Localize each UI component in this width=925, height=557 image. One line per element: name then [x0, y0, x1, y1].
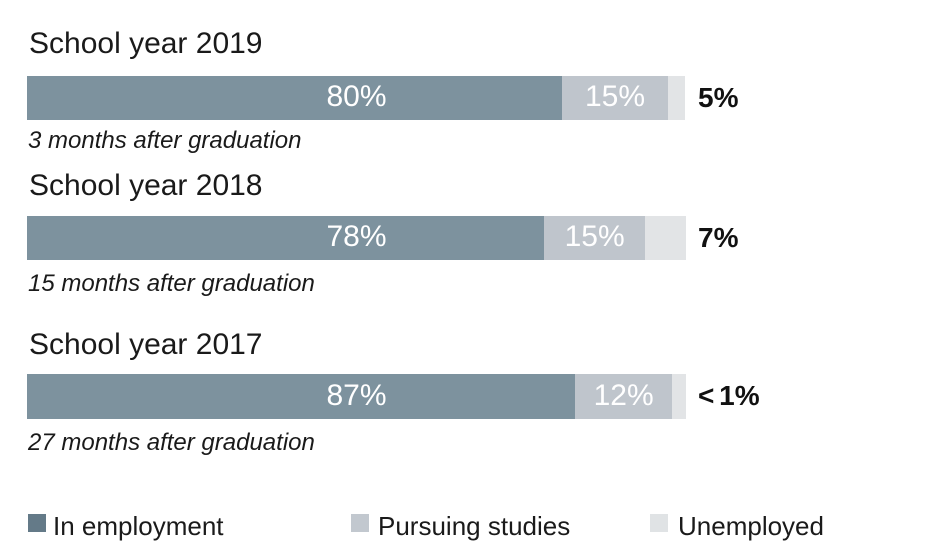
segment-2019-pursuing-studies: 15% — [562, 76, 668, 120]
legend-label-pursuing-studies: Pursuing studies — [378, 511, 571, 541]
value-label-2019-pursuing-studies: 15% — [584, 79, 646, 113]
segment-2019-unemployed — [668, 76, 685, 120]
row-title-2017: School year 2017 — [29, 328, 263, 361]
segment-2018-in-employment — [27, 216, 545, 260]
legend-swatch-pursuing-studies — [351, 514, 369, 532]
segment-2017-in-employment — [27, 374, 576, 419]
value-label-2017-unemployed: < 1% — [698, 380, 760, 411]
legend-label-unemployed: Unemployed — [678, 511, 824, 541]
value-label-2018-pursuing-studies: 15% — [564, 219, 625, 253]
value-label-2018-unemployed: 7% — [698, 222, 739, 253]
row-subtitle-2019: 3 months after graduation — [28, 127, 302, 154]
row-subtitle-2017: 27 months after graduation — [28, 429, 315, 456]
legend-swatch-in-employment — [28, 514, 46, 532]
value-label-2017-in-employment: 87% — [326, 378, 387, 412]
value-label-2019-unemployed: 5% — [698, 82, 739, 113]
segment-2018-pursuing-studies: 15% — [544, 216, 646, 260]
bar-2019: 15% 80% — [27, 76, 686, 120]
row-subtitle-2018: 15 months after graduation — [28, 270, 315, 297]
row-title-2019: School year 2019 — [29, 27, 263, 60]
segment-2019-in-employment — [27, 76, 562, 120]
legend-label-in-employment: In employment — [53, 511, 224, 541]
value-label-2018-in-employment: 78% — [326, 219, 387, 253]
legend-swatch-unemployed — [650, 514, 668, 532]
segment-2018-unemployed — [645, 216, 686, 260]
segment-2017-unemployed — [672, 374, 687, 419]
segment-2017-pursuing-studies: 12% — [575, 374, 673, 419]
bar-2018: 15% 78% — [27, 216, 686, 260]
value-label-2017-pursuing-studies: 12% — [593, 378, 654, 412]
row-title-2018: School year 2018 — [29, 169, 263, 202]
value-label-2019-in-employment: 80% — [326, 79, 387, 113]
bar-2017: 12% 87% — [27, 374, 687, 419]
